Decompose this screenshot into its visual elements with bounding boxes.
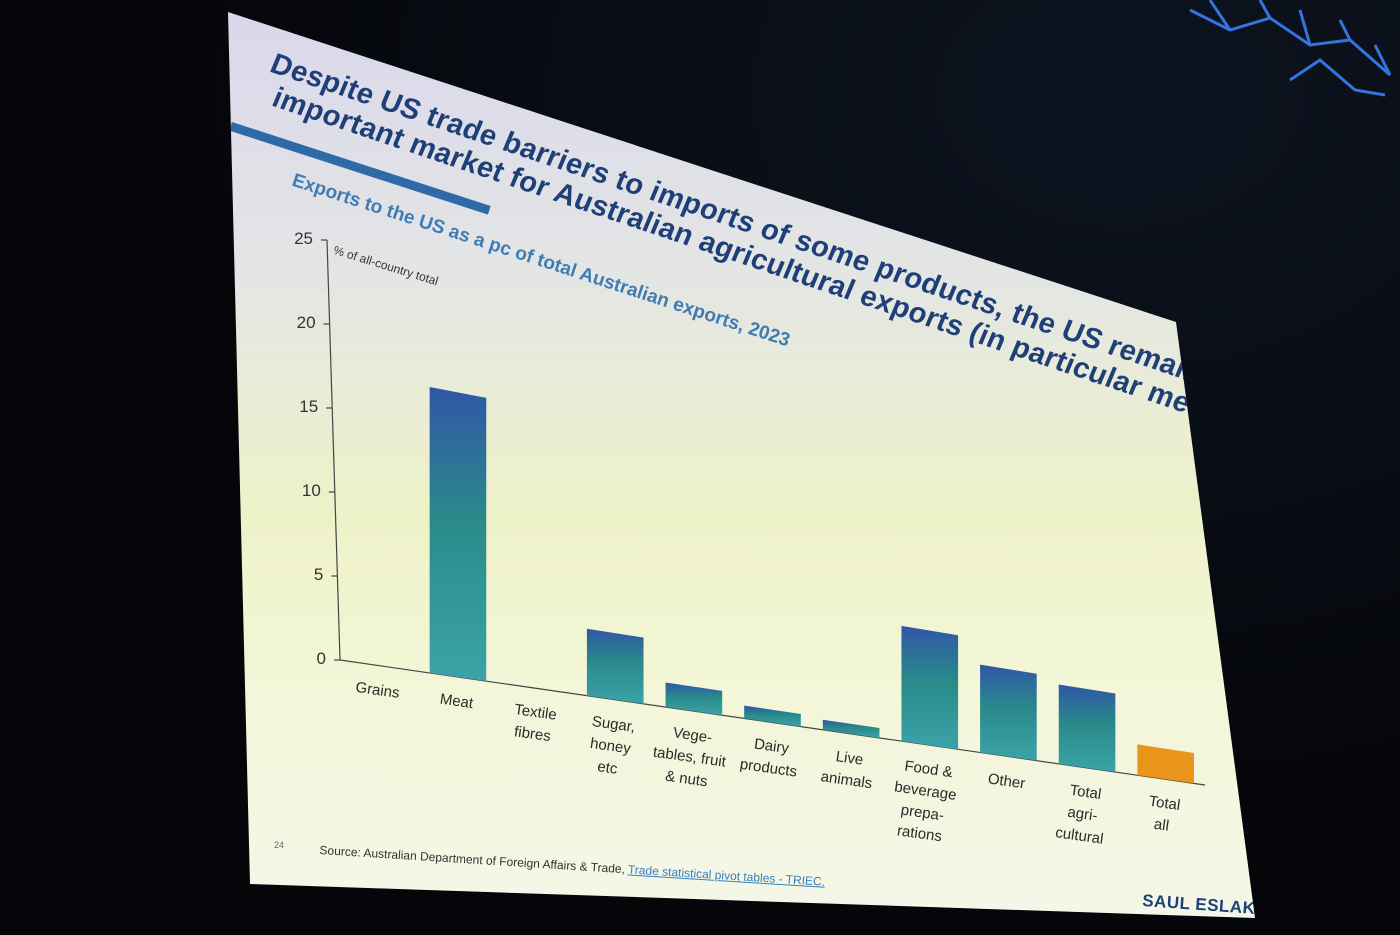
y-tick-label: 5 (313, 565, 324, 584)
bar (744, 705, 801, 727)
bar (1058, 684, 1116, 773)
bar (1137, 744, 1194, 784)
bar (429, 386, 487, 682)
y-axis-line (326, 239, 341, 661)
y-tick-label: 15 (299, 397, 319, 416)
bar (822, 719, 880, 738)
page-number: 24 (274, 840, 285, 850)
stage-lighting-truss (1189, 0, 1392, 97)
chart-bars (429, 386, 1194, 784)
bar (586, 628, 644, 704)
bar (665, 682, 723, 716)
y-tick-label: 10 (301, 481, 321, 500)
bar (980, 664, 1037, 761)
bar (901, 625, 959, 750)
y-tick-label: 20 (296, 313, 316, 332)
y-tick-label: 0 (316, 649, 326, 668)
y-tick-label: 25 (294, 229, 313, 248)
